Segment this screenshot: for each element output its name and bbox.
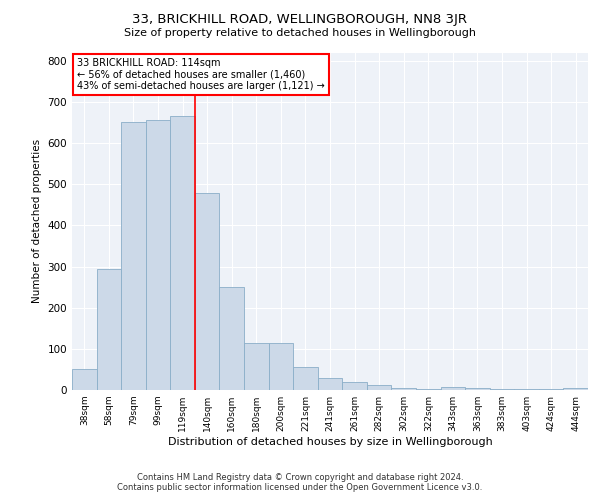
Bar: [416, 389, 440, 390]
Bar: [72, 370, 97, 390]
Text: 33, BRICKHILL ROAD, WELLINGBOROUGH, NN8 3JR: 33, BRICKHILL ROAD, WELLINGBOROUGH, NN8 …: [133, 12, 467, 26]
Bar: [490, 389, 514, 390]
Bar: [170, 116, 195, 390]
Bar: [146, 120, 170, 390]
Bar: [121, 122, 146, 390]
X-axis label: Distribution of detached houses by size in Wellingborough: Distribution of detached houses by size …: [167, 437, 493, 447]
Bar: [293, 368, 318, 390]
Bar: [244, 342, 269, 390]
Bar: [440, 386, 465, 390]
Bar: [465, 388, 490, 390]
Text: Size of property relative to detached houses in Wellingborough: Size of property relative to detached ho…: [124, 28, 476, 38]
Bar: [220, 287, 244, 390]
Bar: [195, 194, 220, 390]
Text: Contains HM Land Registry data © Crown copyright and database right 2024.
Contai: Contains HM Land Registry data © Crown c…: [118, 473, 482, 492]
Y-axis label: Number of detached properties: Number of detached properties: [32, 139, 42, 304]
Bar: [269, 342, 293, 390]
Bar: [539, 389, 563, 390]
Bar: [318, 378, 342, 390]
Bar: [391, 388, 416, 390]
Bar: [367, 384, 391, 390]
Text: 33 BRICKHILL ROAD: 114sqm
← 56% of detached houses are smaller (1,460)
43% of se: 33 BRICKHILL ROAD: 114sqm ← 56% of detac…: [77, 58, 325, 91]
Bar: [342, 382, 367, 390]
Bar: [563, 388, 588, 390]
Bar: [514, 389, 539, 390]
Bar: [97, 268, 121, 390]
